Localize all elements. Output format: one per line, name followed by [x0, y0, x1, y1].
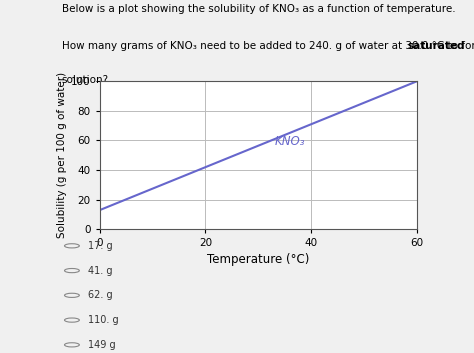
Text: solution?: solution? — [62, 75, 109, 85]
Text: 110. g: 110. g — [89, 315, 119, 325]
Text: 149 g: 149 g — [89, 340, 116, 350]
Text: 62. g: 62. g — [89, 290, 113, 300]
Y-axis label: Solubility (g per 100 g of water): Solubility (g per 100 g of water) — [57, 72, 67, 238]
Text: 41. g: 41. g — [89, 265, 113, 276]
X-axis label: Temperature (°C): Temperature (°C) — [207, 253, 310, 266]
Text: Below is a plot showing the solubility of KNO₃ as a function of temperature.: Below is a plot showing the solubility o… — [62, 4, 455, 13]
Text: How many grams of KNO₃ need to be added to 240. g of water at 30.0 °C to form a: How many grams of KNO₃ need to be added … — [62, 41, 474, 51]
Text: saturated: saturated — [407, 41, 465, 51]
Text: 17. g: 17. g — [89, 241, 113, 251]
Text: KNO₃: KNO₃ — [274, 135, 305, 148]
